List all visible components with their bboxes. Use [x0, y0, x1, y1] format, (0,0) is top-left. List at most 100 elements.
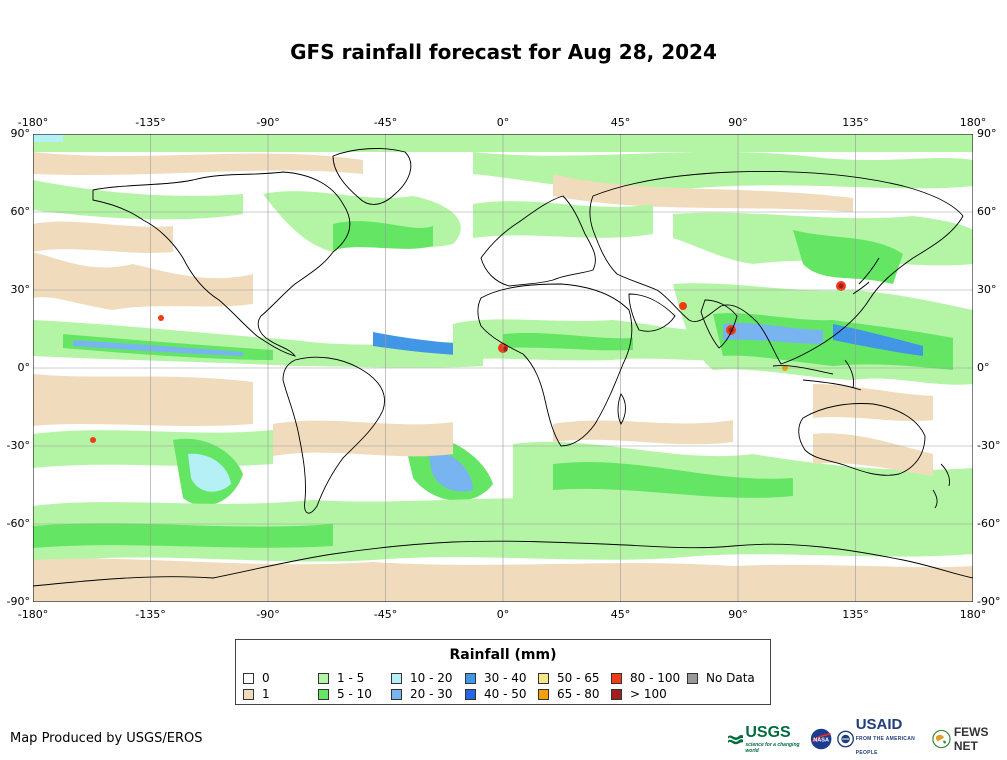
legend-label: 80 - 100	[630, 671, 681, 685]
lon-tick-bottom: -90°	[256, 608, 280, 621]
legend-item: 0	[243, 671, 270, 685]
usgs-tagline: science for a changing world	[745, 742, 800, 754]
legend-swatch	[391, 688, 402, 700]
legend-item: 65 - 80	[538, 687, 600, 701]
greenland-outline	[332, 148, 412, 205]
legend-item: No Data	[687, 671, 755, 685]
lon-tick-bottom: 0°	[496, 608, 510, 621]
madagascar-outline	[617, 393, 626, 425]
lon-tick-top: -90°	[256, 116, 280, 129]
legend-swatch	[391, 672, 402, 684]
fews-globe-icon	[932, 729, 951, 749]
lat-tick-left: 90°	[10, 127, 31, 140]
legend-item: 20 - 30	[391, 687, 453, 701]
lon-tick-top: 45°	[610, 116, 631, 129]
europe-outline	[480, 195, 596, 287]
asia-outline	[589, 171, 964, 365]
legend-label: 1 - 5	[337, 671, 365, 685]
lat-tick-right: -60°	[977, 517, 1001, 530]
legend-item: 30 - 40	[465, 671, 527, 685]
coastlines	[33, 148, 973, 587]
usaid-logo: USAID FROM THE AMERICAN PEOPLE	[855, 716, 927, 760]
lat-tick-left: -90°	[6, 595, 30, 608]
legend-label: 0	[262, 671, 270, 685]
legend-swatch	[465, 672, 476, 684]
lon-tick-bottom: 180°	[959, 608, 987, 621]
lat-tick-left: -60°	[6, 517, 30, 530]
usgs-logo: USGS science for a changing world	[728, 724, 804, 754]
legend-item: 10 - 20	[391, 671, 453, 685]
legend-swatch	[465, 688, 476, 700]
usaid-wordmark: USAID	[855, 716, 903, 733]
usaid-seal-icon	[836, 730, 854, 748]
partner-logos: USGS science for a changing world NASA U…	[728, 717, 1007, 756]
usgs-wave-icon	[728, 735, 744, 745]
japan-outline	[852, 257, 880, 295]
australia-outline	[798, 403, 926, 476]
graticule	[33, 134, 973, 602]
lat-tick-left: 0°	[17, 361, 31, 374]
legend-label: 50 - 65	[557, 671, 600, 685]
lon-tick-top: -180°	[17, 116, 49, 129]
legend-item: 1 - 5	[318, 671, 364, 685]
lat-tick-left: -30°	[6, 439, 30, 452]
lon-tick-top: -45°	[373, 116, 398, 129]
legend-swatch	[243, 672, 254, 684]
rainfall-map	[33, 134, 973, 602]
legend-label: No Data	[706, 671, 755, 685]
legend-item: 1	[243, 687, 270, 701]
legend: Rainfall (mm) 0 1 1 - 5 5 - 10 10 - 20 2…	[235, 639, 771, 705]
lat-tick-right: 0°	[977, 361, 990, 374]
legend-label: 40 - 50	[484, 687, 527, 701]
lon-tick-top: 180°	[959, 116, 987, 129]
legend-title: Rainfall (mm)	[449, 647, 557, 663]
usgs-wordmark: USGS	[745, 724, 791, 741]
arabia-outline	[628, 293, 676, 332]
maritime-se-asia-outline	[772, 359, 862, 391]
legend-swatch	[611, 688, 622, 700]
lon-tick-top: 135°	[842, 116, 869, 129]
legend-label: 30 - 40	[484, 671, 527, 685]
legend-label: > 100	[630, 687, 667, 701]
legend-item: > 100	[611, 687, 667, 701]
lon-tick-top: 0°	[496, 116, 510, 129]
lon-tick-bottom: 45°	[610, 608, 631, 621]
lat-tick-right: 60°	[977, 205, 997, 218]
lat-tick-left: 30°	[10, 283, 31, 296]
nasa-logo: NASA	[811, 728, 832, 750]
legend-swatch	[243, 688, 254, 700]
map-title: GFS rainfall forecast for Aug 28, 2024	[290, 40, 717, 64]
lon-tick-bottom: 90°	[728, 608, 748, 621]
legend-label: 10 - 20	[410, 671, 453, 685]
lon-tick-bottom: -135°	[135, 608, 166, 621]
legend-swatch	[318, 672, 329, 684]
lat-tick-right: -90°	[977, 595, 1001, 608]
usaid-tagline: FROM THE AMERICAN PEOPLE	[855, 736, 916, 756]
lat-tick-left: 60°	[10, 205, 31, 218]
legend-item: 80 - 100	[611, 671, 680, 685]
legend-swatch	[687, 672, 698, 684]
lat-tick-right: -30°	[977, 439, 1001, 452]
map-credit: Map Produced by USGS/EROS	[10, 731, 203, 746]
antarctica-outline	[33, 540, 973, 587]
lat-tick-right: 90°	[977, 127, 997, 140]
south-america-outline	[282, 356, 385, 514]
north-america-outline	[92, 171, 351, 357]
legend-swatch	[318, 688, 329, 700]
legend-item: 40 - 50	[465, 687, 527, 701]
legend-item: 5 - 10	[318, 687, 372, 701]
legend-label: 5 - 10	[337, 687, 372, 701]
nasa-wordmark: NASA	[814, 738, 830, 744]
africa-outline	[477, 283, 633, 447]
lat-tick-right: 30°	[977, 283, 997, 296]
lon-tick-bottom: 135°	[842, 608, 869, 621]
legend-label: 65 - 80	[557, 687, 600, 701]
legend-item: 50 - 65	[538, 671, 600, 685]
lon-tick-top: -135°	[135, 116, 166, 129]
legend-swatch	[538, 688, 549, 700]
lon-tick-bottom: -180°	[17, 608, 49, 621]
new-zealand-outline	[932, 463, 950, 509]
legend-label: 20 - 30	[410, 687, 453, 701]
india-outline	[700, 299, 738, 349]
lon-tick-bottom: -45°	[373, 608, 398, 621]
